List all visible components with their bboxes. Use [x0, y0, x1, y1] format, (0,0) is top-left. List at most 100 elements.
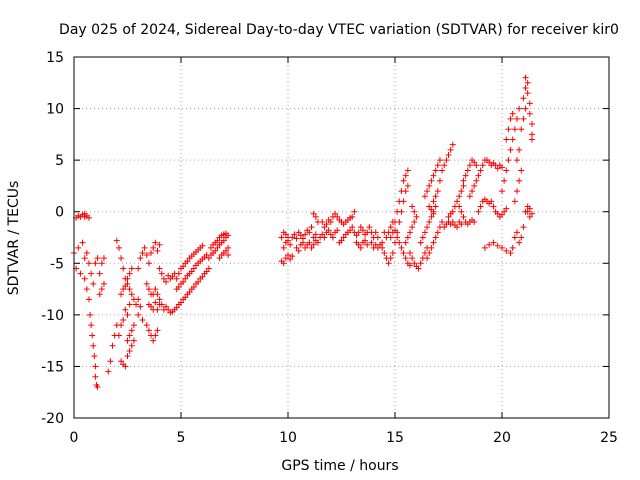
data-point: [449, 141, 456, 148]
data-point: [516, 146, 523, 153]
data-point: [411, 219, 418, 226]
data-point: [396, 219, 403, 226]
data-point: [291, 231, 298, 238]
data-point: [327, 219, 334, 226]
data-point: [122, 363, 129, 370]
data-point: [302, 231, 309, 238]
data-point: [156, 241, 163, 248]
data-point: [509, 244, 516, 251]
data-point: [94, 255, 101, 262]
data-point: [462, 172, 469, 179]
data-point: [374, 234, 381, 241]
data-point: [475, 172, 482, 179]
chart-title: Day 025 of 2024, Sidereal Day-to-day VTE…: [59, 22, 619, 38]
data-point: [126, 347, 133, 354]
data-point: [122, 282, 129, 289]
data-point: [471, 159, 478, 166]
data-point: [499, 164, 505, 171]
data-point: [526, 213, 533, 220]
data-point: [404, 182, 411, 189]
data-point: [98, 260, 105, 267]
data-point: [92, 260, 99, 267]
data-point: [490, 203, 497, 210]
data-point: [524, 208, 531, 215]
data-point: [434, 162, 441, 169]
y-tick-label: -20: [41, 411, 64, 427]
data-point: [400, 249, 407, 256]
data-point: [426, 182, 433, 189]
data-point: [351, 208, 358, 215]
data-point: [507, 249, 514, 256]
data-point: [190, 265, 197, 272]
y-tick-label: -10: [41, 308, 64, 324]
data-point: [421, 193, 428, 200]
data-point: [91, 353, 98, 360]
data-point: [329, 234, 336, 241]
data-point: [522, 84, 529, 91]
data-point: [92, 373, 99, 380]
data-point: [430, 239, 437, 246]
data-point: [426, 203, 433, 210]
data-point: [96, 270, 103, 277]
data-point: [109, 342, 116, 349]
axis-ticks: 0 5 10 15 20 25 -20 -15 -10 -5 0 5 10 15: [41, 50, 618, 446]
data-point: [115, 332, 122, 339]
data-point: [528, 210, 535, 217]
data-point: [430, 210, 437, 217]
data-point: [312, 213, 319, 220]
data-point: [145, 286, 152, 293]
data-point: [439, 219, 446, 226]
y-tick-label: 10: [46, 102, 64, 118]
data-point: [321, 224, 328, 231]
data-point: [154, 327, 161, 334]
data-point: [520, 115, 527, 122]
data-point: [338, 237, 345, 244]
data-point: [454, 224, 461, 231]
x-tick-label: 25: [600, 430, 618, 446]
data-point: [100, 280, 107, 287]
data-point: [526, 100, 533, 107]
data-point: [199, 242, 206, 249]
data-point: [353, 232, 360, 239]
data-point: [280, 260, 287, 267]
data-point: [421, 229, 428, 236]
data-point: [456, 193, 463, 200]
data-point: [503, 167, 510, 174]
data-point: [359, 227, 366, 234]
data-point: [120, 317, 127, 324]
data-point: [88, 270, 95, 277]
data-point: [135, 265, 142, 272]
data-point: [409, 224, 416, 231]
data-point: [148, 249, 155, 256]
data-point: [411, 260, 418, 267]
data-point: [406, 249, 413, 256]
data-point: [396, 239, 403, 246]
data-point: [145, 260, 152, 267]
data-point: [126, 301, 133, 308]
data-point: [499, 188, 505, 195]
data-point: [469, 188, 476, 195]
data-point: [85, 260, 92, 267]
plot-frame: [73, 56, 610, 419]
data-point: [385, 260, 392, 267]
data-point: [94, 384, 101, 391]
data-point: [509, 136, 516, 143]
data-point: [516, 177, 523, 184]
data-point: [306, 229, 313, 236]
data-point: [122, 306, 129, 313]
data-point: [434, 188, 441, 195]
data-point: [156, 265, 163, 272]
data-point: [501, 208, 508, 215]
data-point: [402, 188, 409, 195]
data-point: [154, 291, 161, 298]
data-point: [419, 234, 426, 241]
data-point: [207, 244, 214, 251]
data-point: [436, 157, 443, 164]
data-point: [115, 244, 122, 251]
data-point: [137, 303, 144, 310]
data-point: [387, 234, 394, 241]
data-point: [428, 244, 435, 251]
data-point: [282, 231, 289, 238]
data-point: [507, 146, 514, 153]
